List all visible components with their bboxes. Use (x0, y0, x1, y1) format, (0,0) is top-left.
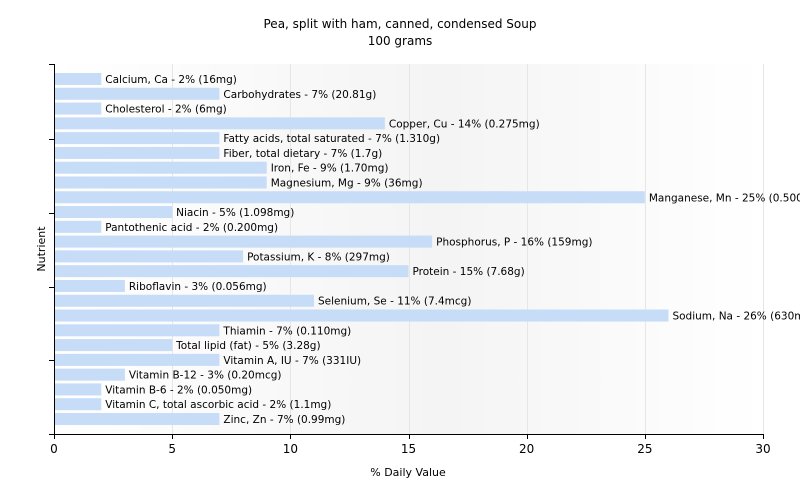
bar-label: Fatty acids, total saturated - 7% (1.310… (223, 133, 440, 145)
bar (55, 73, 102, 85)
bar (55, 279, 125, 292)
chart-title: Pea, split with ham, canned, condensed S… (264, 17, 537, 31)
bar (55, 117, 385, 130)
bar (55, 132, 220, 145)
bars: Calcium, Ca - 2% (16mg) Carbohydrates - 7… (55, 73, 800, 426)
x-tick-label: 0 (50, 442, 58, 456)
bar (55, 191, 645, 204)
y-axis-label: Nutrient (35, 226, 48, 272)
bar-label: Carbohydrates - 7% (20.81g) (223, 89, 376, 101)
bar-label: Thiamin - 7% (0.110mg) (222, 325, 351, 337)
bar (55, 324, 220, 337)
bar-label: Total lipid (fat) - 5% (3.28g) (175, 340, 320, 352)
bar-label: Magnesium, Mg - 9% (36mg) (271, 177, 423, 189)
bar (55, 339, 173, 352)
x-tick-label: 20 (519, 442, 534, 456)
bar (55, 206, 173, 219)
x-tick-label: 30 (755, 442, 770, 456)
bar-label: Vitamin C, total ascorbic acid - 2% (1.1… (105, 399, 331, 411)
axes: 0 5 10 15 20 25 30 (49, 64, 771, 456)
bar-label: Zinc, Zn - 7% (0.99mg) (223, 414, 345, 426)
bar-label: Phosphorus, P - 16% (159mg) (436, 237, 592, 249)
bar-label: Selenium, Se - 11% (7.4mcg) (318, 296, 471, 308)
bar (55, 383, 102, 396)
bar-label: Fiber, total dietary - 7% (1.7g) (223, 148, 382, 160)
bar (55, 309, 669, 322)
bar-label: Cholesterol - 2% (6mg) (105, 104, 226, 116)
bar (55, 265, 409, 278)
x-tick-label: 10 (283, 442, 298, 456)
bar-label: Vitamin A, IU - 7% (331IU) (223, 355, 361, 367)
bar-label: Vitamin B-12 - 3% (0.20mcg) (129, 370, 282, 382)
bar-label: Riboflavin - 3% (0.056mg) (129, 281, 267, 293)
bar (55, 398, 102, 411)
bar (55, 353, 220, 366)
bar-label: Pantothenic acid - 2% (0.200mg) (105, 222, 278, 234)
bar-label: Niacin - 5% (1.098mg) (176, 207, 294, 219)
bar-label: Vitamin B-6 - 2% (0.050mg) (105, 384, 252, 396)
x-tick-label: 25 (637, 442, 652, 456)
bar-label: Sodium, Na - 26% (630mg) (672, 311, 800, 323)
chart-subtitle: 100 grams (368, 34, 433, 48)
bar-label: Calcium, Ca - 2% (16mg) (105, 74, 237, 86)
bar (55, 161, 267, 174)
bar (55, 413, 220, 425)
x-axis-label: % Daily Value (370, 466, 446, 479)
bar (55, 102, 102, 115)
bar-label: Iron, Fe - 9% (1.70mg) (271, 163, 389, 175)
bar (55, 146, 220, 159)
bar-label: Copper, Cu - 14% (0.275mg) (389, 118, 540, 130)
bar-label: Protein - 15% (7.68g) (413, 266, 525, 278)
bar-label: Potassium, K - 8% (297mg) (247, 251, 390, 263)
bar (55, 250, 244, 263)
bar (55, 220, 102, 233)
bar-label: Manganese, Mn - 25% (0.500mg) (649, 192, 800, 204)
x-tick-label: 15 (401, 442, 416, 456)
bar (55, 87, 220, 100)
bar (55, 235, 433, 248)
bar (55, 368, 125, 381)
x-tick-label: 5 (168, 442, 176, 456)
bar (55, 294, 314, 307)
bar (55, 176, 267, 189)
